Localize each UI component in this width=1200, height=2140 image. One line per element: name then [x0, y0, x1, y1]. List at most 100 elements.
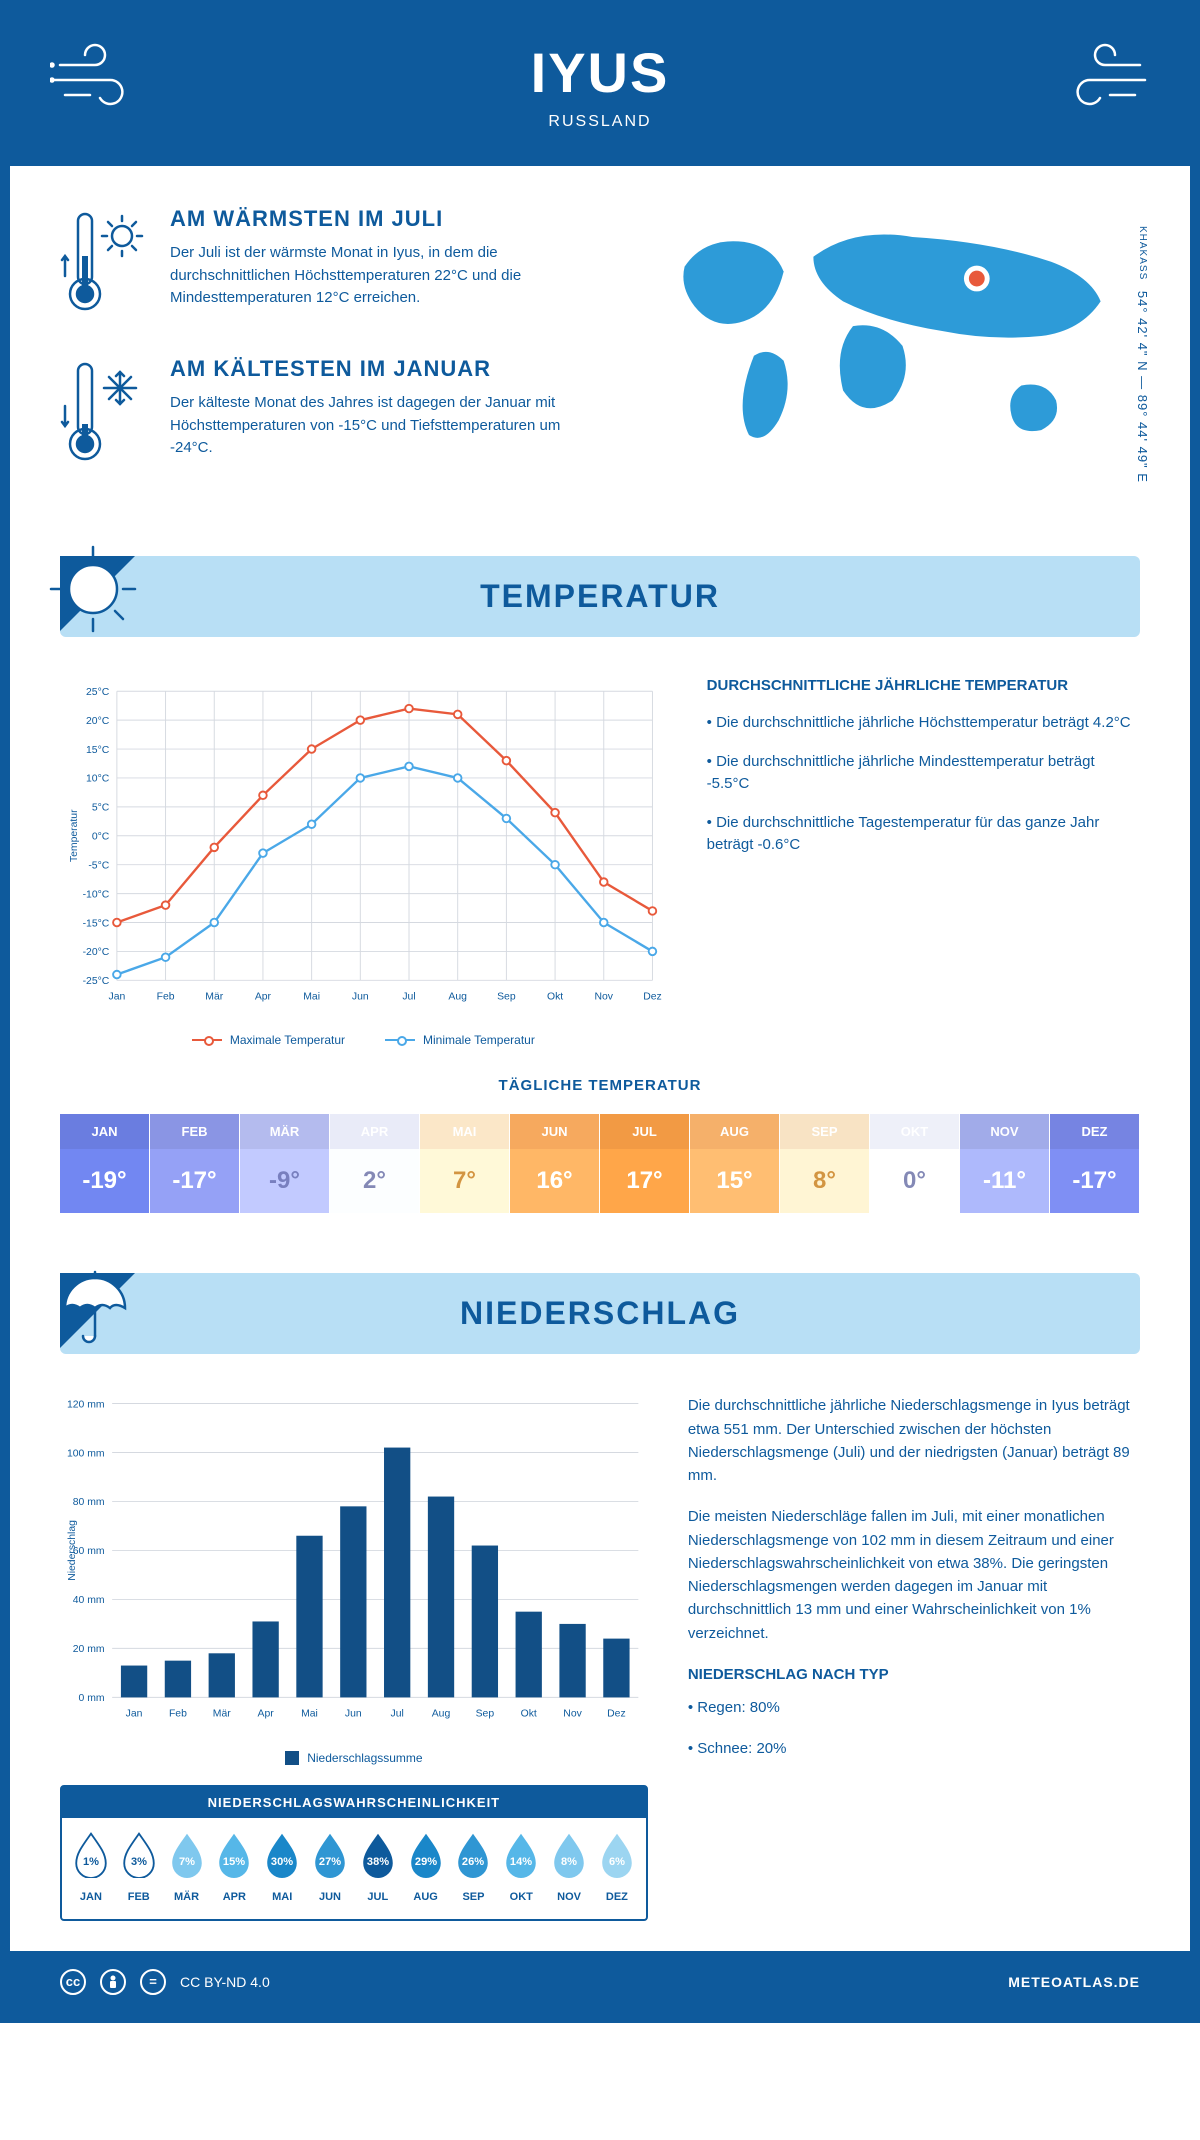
svg-text:Jul: Jul [402, 991, 415, 1002]
svg-text:Temperatur: Temperatur [69, 809, 80, 862]
temp-cell: JUL 17° [600, 1114, 690, 1213]
nd-icon: = [140, 1969, 166, 1995]
info-bullet: • Schnee: 20% [688, 1737, 1140, 1760]
svg-text:Feb: Feb [157, 991, 175, 1002]
svg-text:Aug: Aug [432, 1709, 451, 1720]
svg-text:-15°C: -15°C [83, 918, 110, 929]
probability-month: FEB [116, 1891, 162, 1911]
svg-text:8%: 8% [561, 1856, 577, 1868]
svg-text:100 mm: 100 mm [67, 1449, 105, 1460]
probability-month: DEZ [594, 1891, 640, 1911]
probability-drop: 1% [68, 1830, 114, 1883]
temperature-info: DURCHSCHNITTLICHE JÄHRLICHE TEMPERATUR •… [707, 677, 1140, 1047]
daily-temperature: TÄGLICHE TEMPERATUR JAN -19°FEB -17°MÄR … [10, 1067, 1190, 1253]
probability-month: MÄR [164, 1891, 210, 1911]
svg-text:Niederschlag: Niederschlag [67, 1520, 78, 1581]
fact-coldest: AM KÄLTESTEN IM JANUAR Der kälteste Mona… [60, 356, 605, 471]
probability-month: AUG [403, 1891, 449, 1911]
precipitation-banner: NIEDERSCHLAG [60, 1273, 1140, 1354]
svg-text:27%: 27% [319, 1856, 341, 1868]
svg-text:0°C: 0°C [92, 832, 110, 843]
site-label: METEOATLAS.DE [1008, 1974, 1140, 1990]
svg-text:14%: 14% [510, 1856, 532, 1868]
temp-cell: APR 2° [330, 1114, 420, 1213]
probability-drop: 14% [498, 1830, 544, 1883]
svg-text:Aug: Aug [448, 991, 467, 1002]
temperature-chart: -25°C-20°C-15°C-10°C-5°C0°C5°C10°C15°C20… [60, 677, 667, 1047]
svg-text:Nov: Nov [563, 1709, 582, 1720]
probability-drop: 8% [546, 1830, 592, 1883]
info-bullet: • Die durchschnittliche Tagestemperatur … [707, 812, 1140, 857]
svg-text:Jun: Jun [352, 991, 369, 1002]
svg-text:1%: 1% [83, 1856, 99, 1868]
svg-text:15%: 15% [223, 1856, 245, 1868]
info-bullet: • Die durchschnittliche jährliche Mindes… [707, 751, 1140, 796]
info-bullet: • Regen: 80% [688, 1696, 1140, 1719]
temp-cell: DEZ -17° [1050, 1114, 1140, 1213]
temp-cell: AUG 15° [690, 1114, 780, 1213]
svg-text:0 mm: 0 mm [79, 1693, 105, 1704]
probability-month: JUL [355, 1891, 401, 1911]
probability-month: APR [211, 1891, 257, 1911]
svg-text:Dez: Dez [643, 991, 662, 1002]
probability-drop: 7% [164, 1830, 210, 1883]
svg-text:Apr: Apr [255, 991, 272, 1002]
svg-text:Sep: Sep [476, 1709, 495, 1720]
svg-text:5°C: 5°C [92, 803, 110, 814]
svg-text:3%: 3% [131, 1856, 147, 1868]
precipitation-probability: NIEDERSCHLAGSWAHRSCHEINLICHKEIT 1% 3% 7%… [60, 1785, 648, 1921]
probability-month: SEP [451, 1891, 497, 1911]
cc-icon: cc [60, 1969, 86, 1995]
page-footer: cc = CC BY-ND 4.0 METEOATLAS.DE [10, 1951, 1190, 2013]
temperature-heading: TEMPERATUR [82, 578, 1118, 615]
svg-text:Okt: Okt [547, 991, 563, 1002]
page-header: IYUS RUSSLAND [10, 10, 1190, 166]
probability-month: NOV [546, 1891, 592, 1911]
svg-text:Jun: Jun [345, 1709, 362, 1720]
probability-drop: 27% [307, 1830, 353, 1883]
probability-month: MAI [259, 1891, 305, 1911]
page-title: IYUS [30, 40, 1170, 105]
svg-text:20°C: 20°C [86, 716, 110, 727]
svg-text:Mai: Mai [301, 1709, 318, 1720]
by-icon [100, 1969, 126, 1995]
probability-drop: 30% [259, 1830, 305, 1883]
svg-text:120 mm: 120 mm [67, 1400, 105, 1411]
world-map [645, 206, 1140, 466]
svg-text:Mär: Mär [205, 991, 223, 1002]
svg-text:-10°C: -10°C [83, 889, 110, 900]
svg-text:Jul: Jul [391, 1709, 404, 1720]
svg-text:38%: 38% [367, 1856, 389, 1868]
precipitation-info: Die durchschnittliche jährliche Niedersc… [688, 1394, 1140, 1920]
svg-text:15°C: 15°C [86, 745, 110, 756]
svg-text:Mai: Mai [303, 991, 320, 1002]
probability-drop: 38% [355, 1830, 401, 1883]
fact-cold-title: AM KÄLTESTEN IM JANUAR [170, 356, 605, 382]
svg-text:Jan: Jan [126, 1709, 143, 1720]
legend-item: Maximale Temperatur [192, 1033, 345, 1047]
probability-drop: 3% [116, 1830, 162, 1883]
svg-text:Sep: Sep [497, 991, 516, 1002]
thermometer-sun-icon [60, 206, 150, 321]
svg-text:26%: 26% [462, 1856, 484, 1868]
svg-text:Nov: Nov [595, 991, 614, 1002]
temp-cell: JUN 16° [510, 1114, 600, 1213]
svg-text:Mär: Mär [213, 1709, 231, 1720]
svg-text:40 mm: 40 mm [73, 1595, 105, 1606]
svg-text:-25°C: -25°C [83, 976, 110, 987]
svg-text:10°C: 10°C [86, 774, 110, 785]
legend-item: Minimale Temperatur [385, 1033, 535, 1047]
temp-cell: JAN -19° [60, 1114, 150, 1213]
svg-text:30%: 30% [271, 1856, 293, 1868]
intro-section: AM WÄRMSTEN IM JULI Der Juli ist der wär… [10, 166, 1190, 536]
umbrella-icon [45, 1258, 140, 1358]
sun-icon [45, 541, 140, 641]
temp-cell: MAI 7° [420, 1114, 510, 1213]
svg-text:6%: 6% [609, 1856, 625, 1868]
page-subtitle: RUSSLAND [30, 113, 1170, 131]
probability-drop: 26% [451, 1830, 497, 1883]
svg-text:Jan: Jan [108, 991, 125, 1002]
temp-cell: NOV -11° [960, 1114, 1050, 1213]
temp-cell: FEB -17° [150, 1114, 240, 1213]
probability-month: JUN [307, 1891, 353, 1911]
